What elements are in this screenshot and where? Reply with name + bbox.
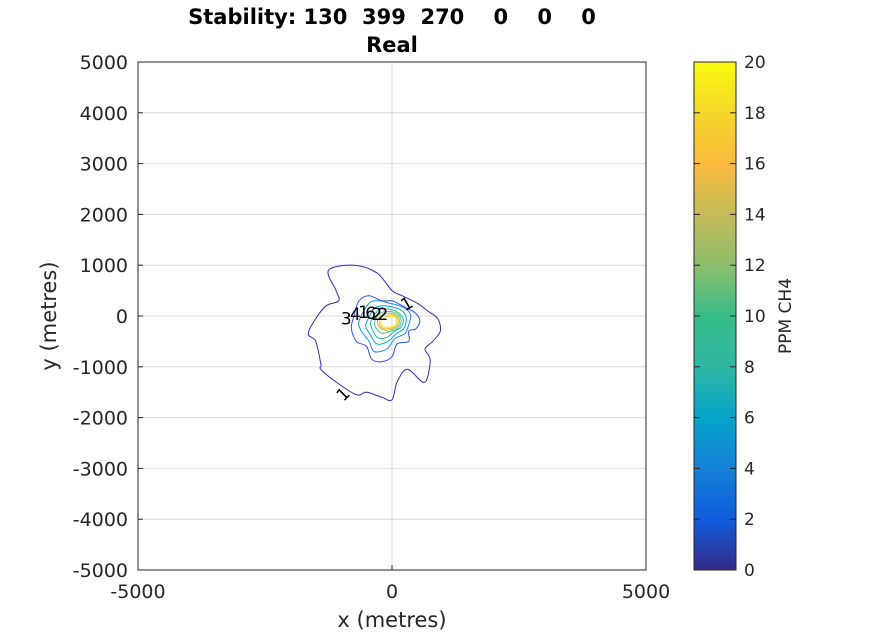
y-tick-labels: 5000 4000 3000 2000 1000 0 -1000 -2000 -3000 -400… <box>73 52 143 582</box>
y-tick-label: 4000 <box>80 103 128 125</box>
chart-subtitle: Real <box>366 33 418 57</box>
y-tick-label: 5000 <box>80 52 128 74</box>
colorbar-tick-label: 12 <box>744 256 766 276</box>
colorbar-tick-label: 6 <box>744 409 755 429</box>
contour-level-1 <box>307 264 442 402</box>
contour-level-10 <box>374 310 402 334</box>
colorbar-tick-label: 8 <box>744 358 755 378</box>
contour-level-13 <box>376 312 400 331</box>
colorbar-tick-label: 14 <box>744 205 766 225</box>
y-tick-label: 2000 <box>80 204 128 226</box>
contour-level-3 <box>358 300 412 353</box>
contour-label: 1 <box>333 384 355 406</box>
contour-label: 1 <box>358 303 369 323</box>
contour-level-7 <box>369 308 404 339</box>
chart-title: Stability: 130 399 270 0 0 0 <box>188 5 596 29</box>
colorbar-tick-label: 2 <box>744 510 755 530</box>
y-tick-label: 1000 <box>80 255 128 277</box>
contour-level-16 <box>378 314 399 330</box>
contour-label: 2 <box>371 305 382 325</box>
colorbar-tick-label: 0 <box>744 561 755 581</box>
y-tick-label: 3000 <box>80 154 128 176</box>
contour-label: 3 <box>341 310 352 330</box>
colorbar <box>693 61 737 571</box>
contour-label: 4 <box>350 305 361 325</box>
x-tick-label: 5000 <box>622 581 670 603</box>
colorbar-tick-label: 16 <box>744 155 766 175</box>
y-tick-label: -5000 <box>73 560 128 582</box>
contour-label: 2 <box>377 305 388 325</box>
colorbar-tick-label: 18 <box>744 104 766 124</box>
x-tick-label: 0 <box>386 581 398 603</box>
y-tick-label: -4000 <box>73 509 128 531</box>
colorbar-tick-label: 4 <box>744 459 755 479</box>
contour-lines <box>307 264 442 402</box>
contour-level-19 <box>380 315 398 328</box>
x-tick-label: -5000 <box>110 581 165 603</box>
y-tick-label: -2000 <box>73 408 128 430</box>
contour-label: 6 <box>365 304 376 324</box>
y-tick-label: 0 <box>116 306 128 328</box>
y-axis-label: y (metres) <box>37 261 61 370</box>
colorbar-label: PPM CH4 <box>776 278 796 354</box>
colorbar-tick-label: 20 <box>744 53 766 73</box>
y-tick-label: -1000 <box>73 357 128 379</box>
contour-level-2 <box>350 295 421 363</box>
y-tick-label: -3000 <box>73 458 128 480</box>
contour-level-5 <box>365 305 407 345</box>
x-axis-label: x (metres) <box>337 608 446 632</box>
colorbar-tick-label: 10 <box>744 307 766 327</box>
x-tick-labels: -5000 0 5000 <box>110 565 670 603</box>
